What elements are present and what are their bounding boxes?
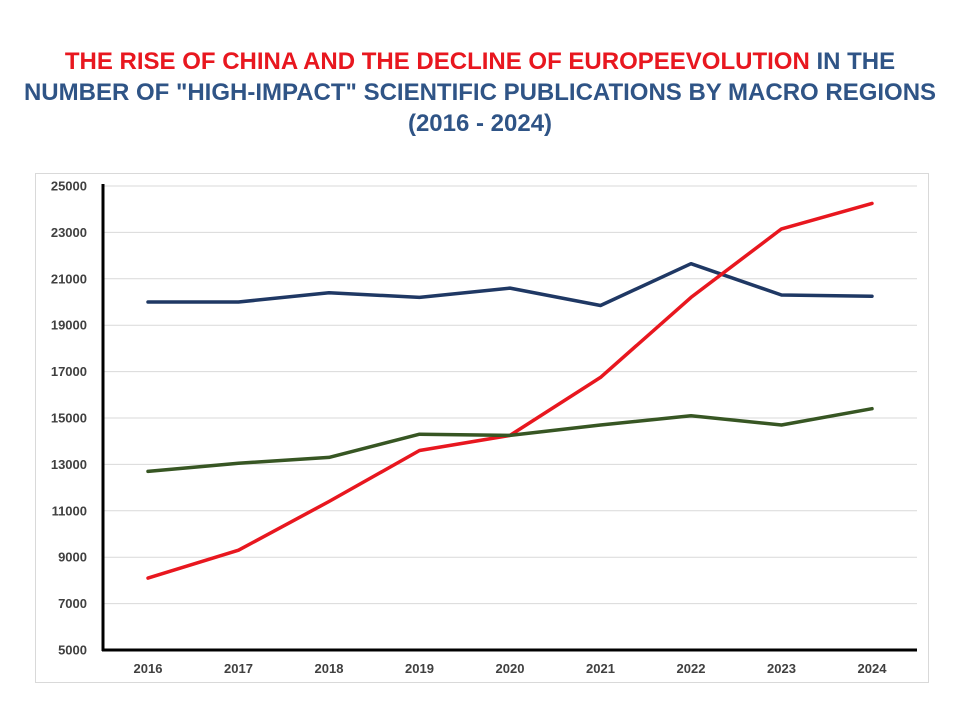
axes xyxy=(101,184,917,652)
y-tick-label: 7000 xyxy=(58,596,87,611)
y-tick-label: 23000 xyxy=(51,225,87,240)
x-tick-label: 2021 xyxy=(586,661,615,676)
chart-frame xyxy=(35,173,929,683)
y-tick-label: 5000 xyxy=(58,643,87,658)
y-tick-label: 9000 xyxy=(58,550,87,565)
x-tick-label: 2024 xyxy=(858,661,888,676)
series-line-2 xyxy=(146,201,874,580)
y-axis-ticks: 5000 7000 9000 11000 13000 15000 17000 19000 210… xyxy=(51,179,87,658)
y-tick-label: 15000 xyxy=(51,411,87,426)
grid-lines xyxy=(103,185,917,605)
series-lines xyxy=(146,201,874,580)
y-tick-label: 25000 xyxy=(51,179,87,194)
y-tick-label: 21000 xyxy=(51,271,87,286)
x-tick-label: 2017 xyxy=(224,661,253,676)
y-tick-label: 13000 xyxy=(51,457,87,472)
x-tick-label: 2018 xyxy=(315,661,344,676)
y-tick-label: 11000 xyxy=(52,503,87,518)
series-line-1 xyxy=(146,261,874,308)
series-line-3 xyxy=(146,406,874,474)
x-axis-ticks: 2016 2017 2018 2019 2020 2021 2022 2023 2024 xyxy=(134,661,888,676)
chart-title: THE RISE OF CHINA AND THE DECLINE OF EUR… xyxy=(20,46,940,139)
x-tick-label: 2016 xyxy=(134,661,163,676)
x-tick-label: 2022 xyxy=(677,661,706,676)
y-tick-label: 17000 xyxy=(51,364,87,379)
y-tick-label: 19000 xyxy=(51,318,87,333)
x-tick-label: 2019 xyxy=(405,661,434,676)
x-tick-label: 2023 xyxy=(767,661,796,676)
x-tick-label: 2020 xyxy=(496,661,525,676)
chart-title-blue: IN THE NUMBER OF "HIGH-IMPACT" SCIENTIFI… xyxy=(23,48,937,137)
chart-title-red: THE RISE OF CHINA AND THE DECLINE OF EUR… xyxy=(64,48,810,75)
